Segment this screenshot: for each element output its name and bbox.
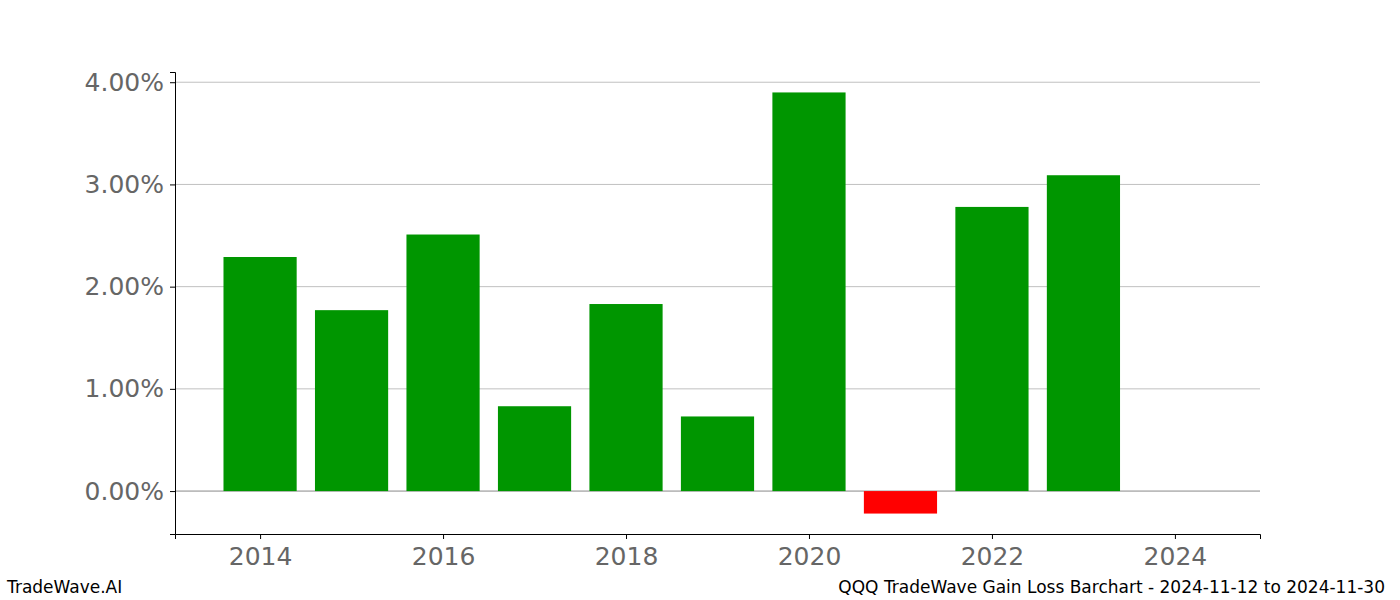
y-tick-mark: [170, 389, 175, 390]
y-tick-label: 1.00%: [85, 374, 164, 403]
x-tick-label: 2020: [778, 542, 842, 571]
y-tick: 1.00%: [85, 374, 175, 403]
bar: [498, 406, 571, 491]
x-tick-mark: [809, 534, 810, 539]
bars: [223, 92, 1120, 513]
bar: [406, 235, 479, 492]
y-tick-mark: [170, 287, 175, 288]
y-tick-mark: [170, 184, 175, 185]
x-axis-line: [176, 535, 1261, 540]
x-tick-label: 2018: [595, 542, 659, 571]
bar: [681, 416, 754, 491]
bar: [589, 304, 662, 491]
title: QQQ TradeWave Gain Loss Barchart - 2024-…: [838, 577, 1385, 597]
source: TradeWave.AI: [6, 577, 122, 597]
grid-line: [175, 82, 1260, 83]
x-tick-label: 2022: [961, 542, 1025, 571]
x-tick: 2020: [778, 534, 842, 571]
x-tick-mark: [992, 534, 993, 539]
x-tick: 2022: [961, 534, 1025, 571]
x-tick-label: 2014: [229, 542, 293, 571]
y-tick-label: 3.00%: [85, 170, 164, 199]
y-tick: 4.00%: [85, 68, 175, 97]
bar: [864, 491, 937, 513]
y-tick: 2.00%: [85, 272, 175, 301]
x-tick-mark: [1175, 534, 1176, 539]
y-tick: 0.00%: [85, 477, 175, 506]
bar: [955, 207, 1028, 491]
y-tick-mark: [170, 491, 175, 492]
x-tick-label: 2024: [1144, 542, 1208, 571]
x-tick-mark: [260, 534, 261, 539]
bar: [1047, 175, 1120, 491]
x-axis: 2014 2016 2018 2020 2022 2024: [176, 534, 1261, 571]
y-tick-label: 4.00%: [85, 68, 164, 97]
x-tick-mark: [443, 534, 444, 539]
bar: [772, 92, 845, 491]
bar: [315, 310, 388, 491]
chart: 0.00% 1.00% 2.00% 3.00% 4.00% 2014 2016 2018 202…: [0, 0, 1400, 600]
bar: [223, 257, 296, 491]
y-tick-mark: [170, 82, 175, 83]
x-tick-mark: [626, 534, 627, 539]
x-tick: 2018: [595, 534, 659, 571]
y-axis: 0.00% 1.00% 2.00% 3.00% 4.00%: [85, 68, 176, 535]
x-tick-label: 2016: [412, 542, 476, 571]
x-tick: 2016: [412, 534, 476, 571]
grid: [175, 82, 1260, 491]
y-tick-label: 2.00%: [85, 272, 164, 301]
x-tick: 2024: [1144, 534, 1208, 571]
y-tick-label: 0.00%: [85, 477, 164, 506]
x-tick: 2014: [229, 534, 293, 571]
y-tick: 3.00%: [85, 170, 175, 199]
y-axis-line: [170, 73, 176, 535]
